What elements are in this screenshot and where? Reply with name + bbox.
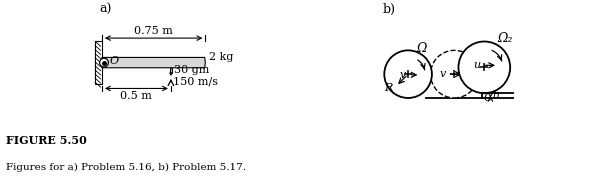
Text: 0.5 m: 0.5 m xyxy=(121,91,152,101)
Polygon shape xyxy=(170,73,172,75)
Text: h: h xyxy=(492,90,499,100)
Text: Ω: Ω xyxy=(416,42,427,55)
Text: FIGURE 5.50: FIGURE 5.50 xyxy=(6,135,87,146)
Text: a): a) xyxy=(99,3,112,16)
Polygon shape xyxy=(102,57,205,68)
Text: R: R xyxy=(384,83,392,93)
Polygon shape xyxy=(170,68,172,73)
Text: 30 gm: 30 gm xyxy=(174,65,209,75)
Text: v: v xyxy=(400,70,406,80)
Text: 150 m/s: 150 m/s xyxy=(173,76,218,86)
Text: O: O xyxy=(109,56,119,66)
Text: v: v xyxy=(439,69,446,79)
Circle shape xyxy=(384,50,432,98)
Text: b): b) xyxy=(382,3,395,16)
Text: u: u xyxy=(473,60,480,70)
Text: 2 kg: 2 kg xyxy=(209,52,233,62)
Circle shape xyxy=(100,58,108,67)
Circle shape xyxy=(459,42,510,93)
Circle shape xyxy=(431,50,478,98)
Text: Ω₂: Ω₂ xyxy=(497,32,512,45)
Polygon shape xyxy=(95,41,102,84)
Text: C: C xyxy=(483,94,492,104)
Text: Figures for a) Problem 5.16, b) Problem 5.17.: Figures for a) Problem 5.16, b) Problem … xyxy=(6,163,246,172)
Text: 0.75 m: 0.75 m xyxy=(134,26,173,36)
